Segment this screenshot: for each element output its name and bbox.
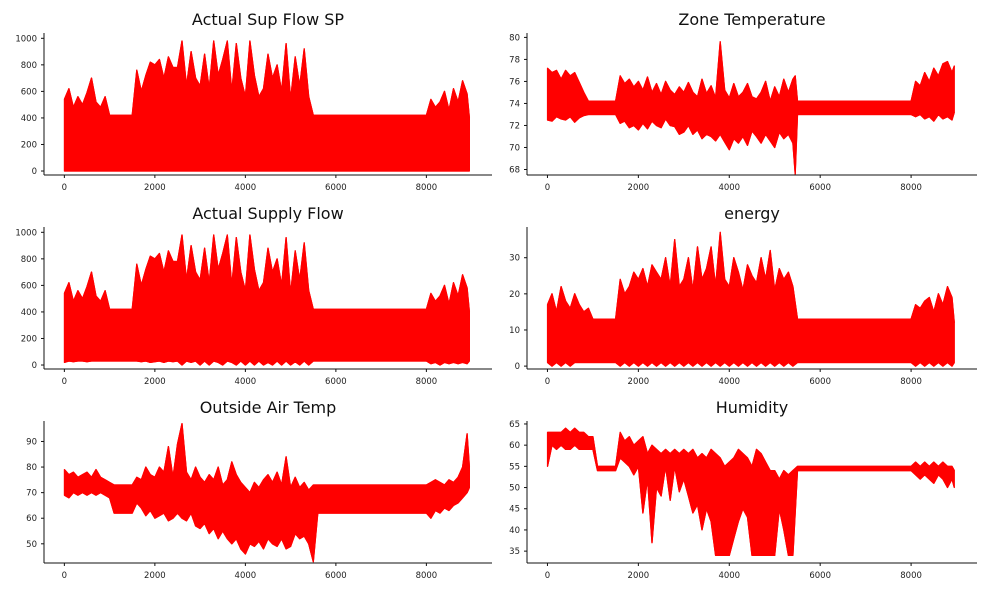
subplot-title: Humidity xyxy=(716,398,789,417)
x-tick-label: 8000 xyxy=(900,377,922,387)
y-tick-label: 400 xyxy=(21,114,37,124)
y-tick-label: 74 xyxy=(509,99,520,109)
x-tick-label: 8000 xyxy=(900,571,922,581)
y-tick-label: 65 xyxy=(509,420,520,430)
x-tick-label: 6000 xyxy=(809,571,831,581)
series-line-upper xyxy=(63,40,471,118)
y-tick-label: 80 xyxy=(509,33,520,43)
y-tick-label: 600 xyxy=(21,87,37,97)
series-line-lower xyxy=(64,360,470,366)
x-tick-label: 2000 xyxy=(144,377,166,387)
x-tick-label: 0 xyxy=(62,183,67,193)
y-tick-label: 1000 xyxy=(15,34,37,44)
y-tick-label: 800 xyxy=(21,61,37,71)
x-tick-label: 2000 xyxy=(628,183,650,193)
y-tick-label: 200 xyxy=(21,140,37,150)
x-tick-label: 0 xyxy=(62,377,67,387)
x-tick-label: 4000 xyxy=(235,377,257,387)
y-tick-label: 40 xyxy=(509,526,520,536)
x-tick-label: 0 xyxy=(62,571,67,581)
y-tick-label: 72 xyxy=(509,121,520,131)
x-tick-label: 0 xyxy=(545,571,550,581)
y-tick-label: 80 xyxy=(26,463,37,473)
x-tick-label: 8000 xyxy=(416,377,438,387)
series-line-upper xyxy=(547,41,955,102)
series-line-upper xyxy=(546,231,955,323)
y-tick-label: 50 xyxy=(26,540,37,550)
x-tick-label: 2000 xyxy=(628,571,650,581)
subplot-1: Zone Temperature 0 2000 4000 6000 8000 68 70 72 7… xyxy=(509,10,977,193)
y-tick-label: 0 xyxy=(32,361,37,371)
x-tick-label: 0 xyxy=(545,377,550,387)
y-tick-label: 60 xyxy=(509,441,520,451)
y-tick-label: 1000 xyxy=(15,228,37,238)
series-line-lower xyxy=(546,444,955,557)
y-tick-label: 90 xyxy=(26,437,37,447)
y-tick-label: 70 xyxy=(509,143,520,153)
x-tick-label: 4000 xyxy=(718,571,740,581)
y-tick-label: 45 xyxy=(509,505,520,515)
series-band xyxy=(546,231,955,367)
y-tick-label: 0 xyxy=(32,167,37,177)
series-band xyxy=(546,427,955,556)
y-tick-label: 10 xyxy=(509,326,520,336)
x-tick-label: 4000 xyxy=(718,377,740,387)
x-tick-label: 2000 xyxy=(628,377,650,387)
y-tick-label: 400 xyxy=(21,308,37,318)
x-tick-label: 8000 xyxy=(900,183,922,193)
subplot-title: Outside Air Temp xyxy=(200,398,337,417)
subplot-0: Actual Sup Flow SP 0 2000 4000 6000 8000 0 200 4… xyxy=(15,10,492,193)
y-tick-label: 800 xyxy=(21,255,37,265)
y-tick-label: 20 xyxy=(509,290,520,300)
subplot-title: Zone Temperature xyxy=(678,10,825,29)
subplot-2: Actual Supply Flow 0 2000 4000 6000 8000 0 200 4… xyxy=(15,204,492,387)
y-tick-label: 600 xyxy=(21,281,37,291)
subplot-5: Humidity 0 2000 4000 6000 8000 35 40 45 50 55 60 65 xyxy=(509,398,977,581)
y-tick-label: 76 xyxy=(509,77,520,87)
y-tick-label: 50 xyxy=(509,484,520,494)
series-line-upper xyxy=(63,422,471,494)
x-tick-label: 6000 xyxy=(325,377,347,387)
series-band xyxy=(546,41,955,175)
y-tick-label: 35 xyxy=(509,547,520,557)
x-tick-label: 0 xyxy=(545,183,550,193)
series-line-upper xyxy=(63,234,471,312)
y-tick-label: 0 xyxy=(515,362,520,372)
subplot-4: Outside Air Temp 0 2000 4000 6000 8000 50 60 70 8… xyxy=(26,398,492,581)
series-line-lower xyxy=(547,361,955,367)
x-tick-label: 6000 xyxy=(809,377,831,387)
y-tick-label: 200 xyxy=(21,334,37,344)
x-tick-label: 8000 xyxy=(416,571,438,581)
y-tick-label: 70 xyxy=(26,489,37,499)
x-tick-label: 4000 xyxy=(718,183,740,193)
series-line-lower xyxy=(64,487,470,563)
subplot-title: Actual Supply Flow xyxy=(192,204,343,223)
x-tick-label: 8000 xyxy=(416,183,438,193)
y-tick-label: 78 xyxy=(509,55,520,65)
series-line-upper xyxy=(547,427,955,480)
x-tick-label: 4000 xyxy=(235,571,257,581)
y-tick-label: 68 xyxy=(509,165,520,175)
x-tick-label: 6000 xyxy=(325,183,347,193)
y-tick-label: 60 xyxy=(26,514,37,524)
x-tick-label: 6000 xyxy=(325,571,347,581)
subplot-title: energy xyxy=(724,204,780,223)
y-tick-label: 30 xyxy=(509,254,520,264)
x-tick-label: 2000 xyxy=(144,183,166,193)
x-tick-label: 4000 xyxy=(235,183,257,193)
x-tick-label: 2000 xyxy=(144,571,166,581)
series-line-lower xyxy=(547,112,955,175)
subplot-title: Actual Sup Flow SP xyxy=(192,10,345,29)
x-tick-label: 6000 xyxy=(809,183,831,193)
subplot-3: energy 0 2000 4000 6000 8000 0 10 20 30 xyxy=(509,204,977,387)
y-tick-label: 55 xyxy=(509,462,520,472)
